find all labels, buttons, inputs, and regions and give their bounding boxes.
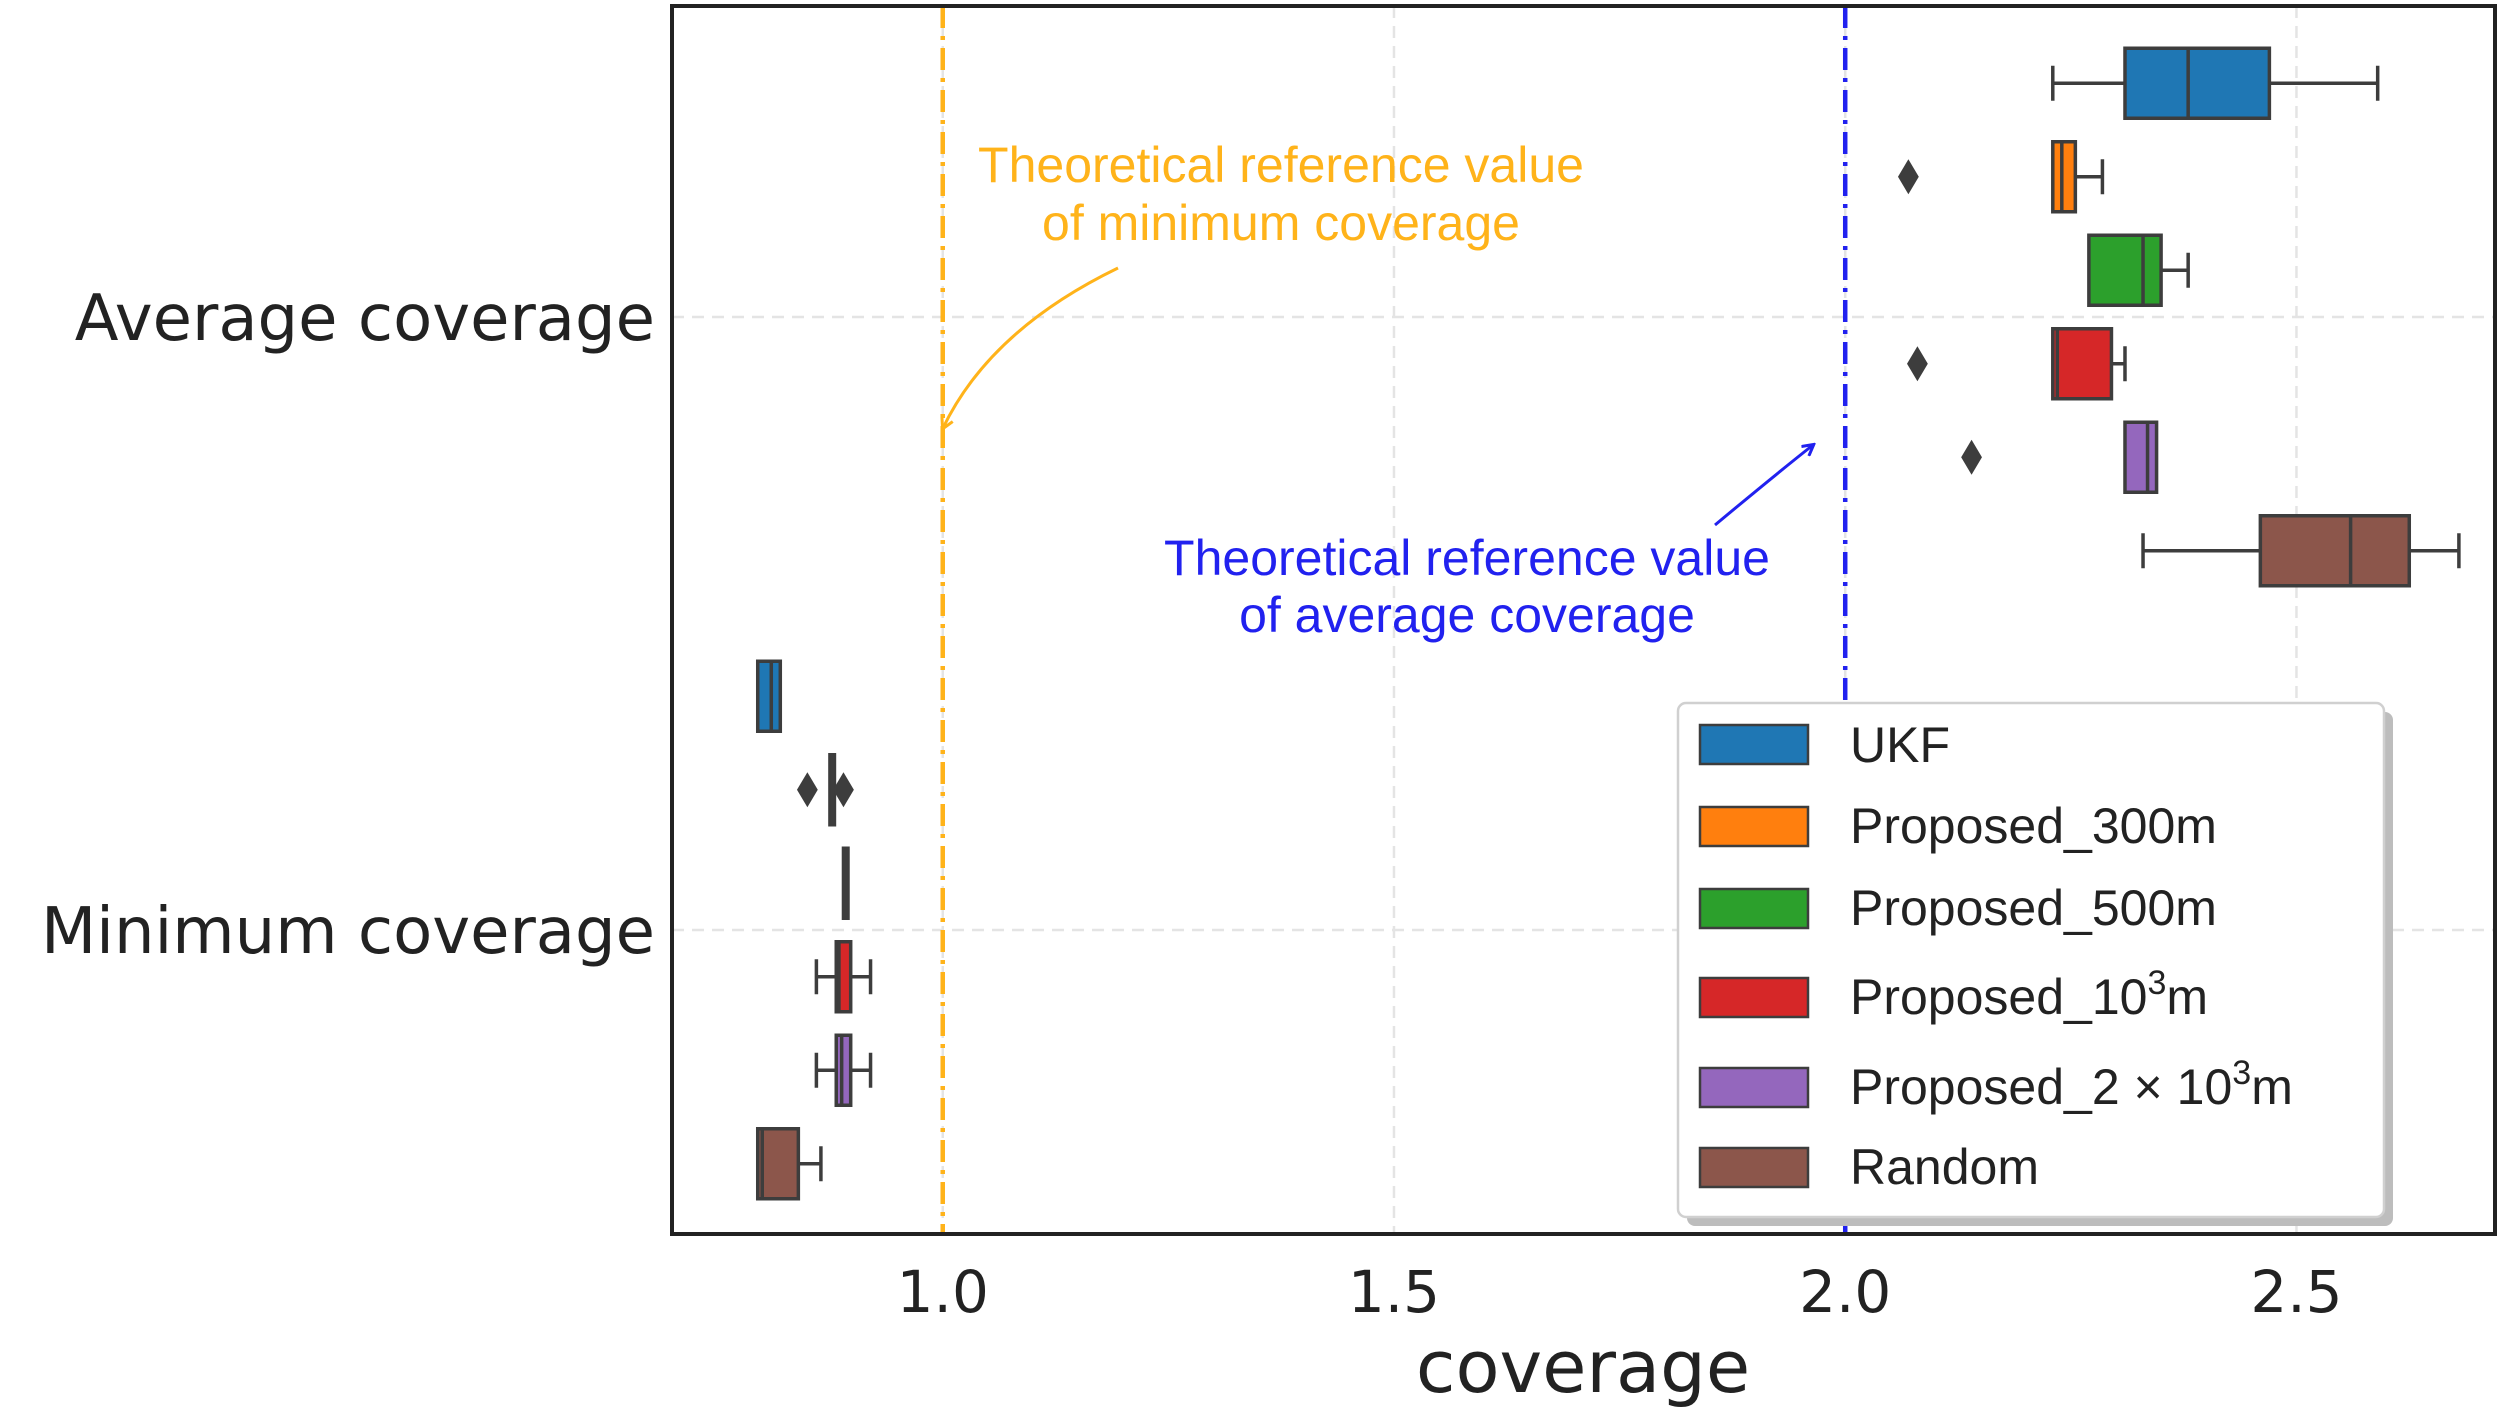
legend-swatch-proposed-2-10-m xyxy=(1698,1066,1810,1109)
avg-ref-annotation-line1: Theoretical reference value xyxy=(1164,530,1770,586)
legend-label-proposed-2e3m-prefix: Proposed_2 × 10 xyxy=(1850,1059,2232,1115)
box-proposed-2-10-m-minimum-coverage xyxy=(814,1033,873,1107)
min-ref-annotation-line1: Theoretical reference value xyxy=(978,137,1584,193)
legend-label-proposed-2e3m-suffix: m xyxy=(2251,1059,2293,1115)
legend-label-proposed-500m: Proposed_500m xyxy=(1850,880,2217,936)
box-ukf-average-coverage xyxy=(2051,46,2380,120)
legend-label-proposed-1e3m: Proposed_103m xyxy=(1850,964,2208,1025)
box-random-average-coverage xyxy=(2141,514,2461,588)
box-proposed-500m-minimum-coverage xyxy=(841,846,850,920)
x-axis-title: coverage xyxy=(1416,1325,1750,1409)
outlier-proposed-300m-0 xyxy=(1897,159,1919,195)
outlier-proposed-10-m-0 xyxy=(1907,346,1928,382)
legend-label-proposed-1e3m-prefix: Proposed_10 xyxy=(1850,969,2147,1025)
x-tick-label-1-5: 1.5 xyxy=(1348,1258,1440,1326)
box-proposed-10-m-minimum-coverage xyxy=(814,940,873,1014)
outlier-proposed-300m-1 xyxy=(833,772,854,808)
box-proposed-300m-minimum-coverage xyxy=(796,753,854,827)
box-random-minimum-coverage xyxy=(755,1127,823,1201)
legend-swatch-proposed-10-m xyxy=(1698,976,1810,1019)
legend-swatch-proposed-500m xyxy=(1698,887,1810,930)
box-body-proposed-2-10-m xyxy=(834,1033,853,1107)
box-body-proposed-500m xyxy=(2087,233,2163,307)
legend-label-proposed-1e3m-suffix: m xyxy=(2166,969,2208,1025)
box-ukf-minimum-coverage xyxy=(755,659,783,733)
box-proposed-2-10-m-average-coverage xyxy=(1961,420,2159,494)
outlier-proposed-2-10-m-0 xyxy=(1961,439,1982,475)
box-body-random xyxy=(755,1127,801,1201)
legend-label-ukf: UKF xyxy=(1850,717,1950,773)
outlier-proposed-300m-0 xyxy=(796,772,818,808)
x-tick-label-2-0: 2.0 xyxy=(1799,1258,1891,1326)
min-ref-arrow xyxy=(943,266,1119,428)
legend-label-random: Random xyxy=(1850,1139,2039,1195)
category-label-minimum: Minimum coverage xyxy=(41,895,655,969)
box-body-random xyxy=(2258,514,2412,588)
legend-label-proposed-300m: Proposed_300m xyxy=(1850,798,2217,854)
legend-swatch-random xyxy=(1698,1146,1810,1189)
x-tick-label-1-0: 1.0 xyxy=(897,1258,989,1326)
min-ref-annotation-line2: of minimum coverage xyxy=(1042,195,1520,251)
category-label-average: Average coverage xyxy=(75,282,655,356)
box-body-proposed-2-10-m xyxy=(2123,420,2159,494)
box-proposed-300m-average-coverage xyxy=(1897,140,2105,214)
box-body-ukf xyxy=(755,659,783,733)
boxplots xyxy=(755,46,2461,1201)
avg-ref-annotation-line2: of average coverage xyxy=(1239,587,1695,643)
legend-label-proposed-1e3m-sup: 3 xyxy=(2147,964,2166,1002)
box-body-proposed-10-m xyxy=(2051,327,2114,401)
plot-frame xyxy=(670,4,2497,1236)
legend-swatch-ukf xyxy=(1698,723,1810,766)
avg-ref-arrow xyxy=(1714,445,1813,527)
box-proposed-500m-average-coverage xyxy=(2087,233,2190,307)
legend: UKF Proposed_300m Proposed_500m Proposed… xyxy=(1676,701,2393,1226)
x-tick-label-2-5: 2.5 xyxy=(2250,1258,2342,1326)
legend-box xyxy=(1676,701,2386,1219)
legend-swatch-proposed-300m xyxy=(1698,805,1810,848)
x-ticks: 1.0 1.5 2.0 2.5 xyxy=(897,1258,2343,1326)
legend-label-proposed-2e3m-sup: 3 xyxy=(2232,1054,2251,1092)
box-proposed-10-m-average-coverage xyxy=(1907,327,2127,401)
box-body-proposed-300m xyxy=(2051,140,2078,214)
legend-label-proposed-2e3m: Proposed_2 × 103m xyxy=(1850,1054,2293,1115)
box-body-ukf xyxy=(2123,46,2272,120)
